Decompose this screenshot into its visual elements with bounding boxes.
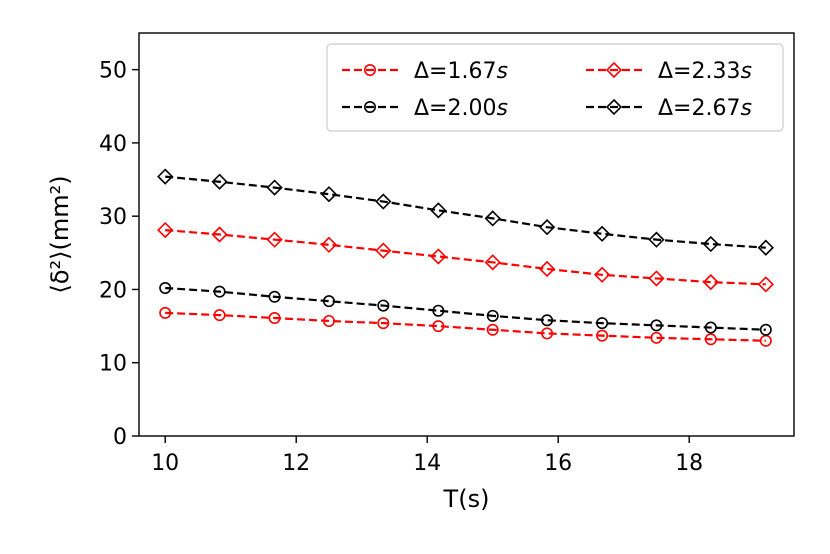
data-point (375, 193, 392, 210)
series-1 (159, 281, 772, 336)
x-axis: 10 12 14 16 18 (151, 436, 703, 476)
data-point (648, 270, 665, 287)
data-point (702, 235, 719, 253)
legend-marker (605, 61, 623, 79)
series-line (165, 175, 766, 249)
legend-item: Δ=2.67s (586, 96, 752, 121)
y-tick-label: 40 (99, 132, 127, 157)
x-tick-label: 12 (282, 451, 310, 476)
data-point (650, 319, 663, 332)
series-line (165, 311, 766, 342)
data-point (322, 314, 335, 327)
data-point (266, 179, 283, 196)
data-point (486, 309, 499, 322)
data-point (648, 231, 665, 248)
data-point (593, 225, 611, 242)
legend-label: Δ=2.33s (658, 59, 752, 84)
data-point (650, 331, 663, 344)
y-axis-title: ⟨δ²⟩(mm²) (46, 175, 74, 293)
data-point (596, 317, 609, 330)
data-point (593, 266, 611, 283)
series-line (165, 229, 766, 286)
data-point (759, 323, 772, 336)
data-point (430, 248, 447, 265)
x-tick-label: 14 (413, 451, 441, 476)
data-point (266, 231, 283, 248)
y-tick-label: 10 (99, 352, 127, 377)
series-2 (157, 221, 774, 293)
x-tick-label: 18 (675, 451, 703, 476)
series-line (165, 286, 766, 331)
data-point (268, 290, 281, 303)
series-3 (157, 168, 774, 256)
data-point (484, 210, 501, 227)
x-tick-label: 16 (544, 451, 572, 476)
data-point (757, 276, 774, 293)
legend-marker (363, 64, 376, 77)
series-0 (159, 306, 772, 347)
data-point (213, 285, 226, 298)
data-point (757, 239, 774, 256)
data-point (157, 221, 174, 239)
data-point (211, 173, 228, 190)
legend-label: Δ=2.00s (414, 96, 508, 121)
data-point (159, 281, 172, 294)
data-point (320, 236, 338, 253)
data-point (538, 260, 556, 278)
data-point (268, 312, 281, 325)
legend-item: Δ=2.33s (586, 59, 752, 84)
data-point (213, 309, 226, 322)
y-tick-label: 20 (99, 278, 127, 303)
data-point (157, 168, 174, 185)
y-tick-label: 30 (99, 205, 127, 230)
data-point (322, 295, 335, 308)
data-point (211, 226, 228, 243)
legend-frame (326, 43, 784, 132)
data-point (484, 254, 501, 271)
x-axis-title: T(s) (443, 485, 490, 513)
data-point (541, 314, 554, 327)
data-point (377, 317, 390, 330)
data-point (377, 299, 390, 312)
legend-item: Δ=1.67s (342, 59, 508, 84)
data-point (704, 321, 717, 334)
legend-label: Δ=1.67s (414, 59, 508, 84)
data-point (430, 202, 447, 219)
data-point (159, 306, 172, 319)
legend-item: Δ=2.00s (342, 96, 508, 121)
legend-label: Δ=2.67s (658, 96, 752, 121)
data-point (486, 323, 499, 336)
plot-marks (157, 168, 774, 347)
y-tick-label: 50 (99, 59, 127, 84)
legend: Δ=1.67s Δ=2.00s Δ=2.33s Δ=2.67s (326, 43, 784, 132)
data-point (541, 327, 554, 340)
data-point (596, 329, 609, 342)
data-point (320, 186, 338, 203)
legend-marker (363, 101, 376, 114)
y-tick-label: 0 (113, 425, 127, 450)
data-point (704, 333, 717, 346)
data-point (702, 273, 719, 291)
x-tick-label: 10 (151, 451, 179, 476)
data-point (375, 242, 392, 259)
data-point (432, 304, 445, 317)
plot-area-frame (138, 32, 795, 437)
data-point (538, 219, 556, 236)
legend-marker (605, 98, 623, 116)
data-point (432, 320, 445, 333)
y-axis: 0 10 20 30 40 50 (99, 59, 139, 450)
